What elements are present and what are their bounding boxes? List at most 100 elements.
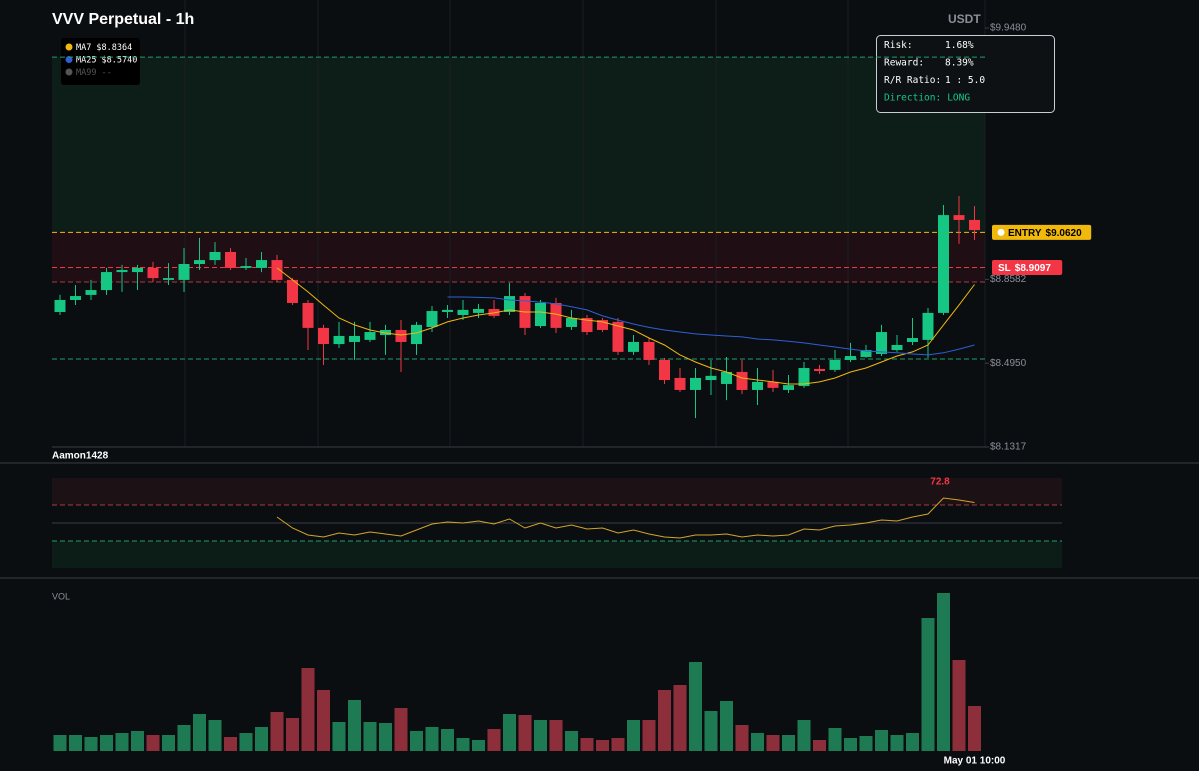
stats-box: [876, 35, 1055, 113]
candle-body: [767, 381, 779, 388]
legend-swatch: [65, 56, 73, 63]
candle-body: [953, 215, 965, 220]
level-label: ENTRY $9.0620: [1008, 228, 1082, 239]
volume-bar: [596, 740, 609, 751]
legend-swatch: [65, 68, 73, 76]
stat-label: Reward:: [884, 57, 924, 68]
volume-bar: [766, 735, 780, 751]
legend-name: MA25: [76, 55, 96, 65]
candle-body: [240, 266, 252, 268]
volume-bar: [69, 735, 82, 751]
volume-bar: [828, 728, 842, 751]
volume-bar: [704, 711, 718, 751]
candle-body: [535, 302, 546, 327]
stat-label: R/R Ratio:: [884, 75, 941, 86]
level-name: ENTRY: [1008, 228, 1042, 239]
candle-body: [566, 317, 577, 327]
candle-body: [302, 302, 314, 328]
volume-bar: [642, 720, 656, 751]
candle-body: [550, 302, 562, 328]
ma-line: [447, 296, 975, 356]
legend-name: MA7: [76, 43, 91, 53]
level-tag: [992, 224, 1092, 240]
volume-bar: [549, 720, 563, 751]
zone: [52, 57, 985, 233]
zone: [52, 232, 985, 282]
candle-body: [287, 279, 298, 303]
volume-bar: [456, 738, 470, 751]
candle-body: [814, 368, 825, 372]
volume-bar: [859, 736, 873, 751]
volume-bar: [813, 740, 826, 751]
watermark: Aamon1428: [52, 451, 109, 462]
volume-bar: [441, 729, 454, 751]
stats: Risk: 1.68% Reward: 8.39% R/R Ratio: 1 : 5.0 D…: [884, 40, 985, 104]
stat: Risk: 1.68%: [884, 40, 974, 51]
volume-bar: [100, 735, 113, 751]
volume-bar: [286, 718, 299, 751]
legend-box: [61, 38, 140, 85]
vol-title: VOL: [52, 591, 70, 601]
candle-body: [845, 356, 856, 360]
candle-body: [318, 327, 329, 345]
volume-bar: [921, 618, 935, 751]
candle-body: [643, 341, 655, 360]
quote: USDT: [948, 12, 981, 26]
volume-bar: [611, 738, 625, 751]
volume-bar: [518, 715, 532, 751]
stat-label: Direction:: [884, 92, 941, 103]
zone: [52, 478, 1062, 505]
volume-bar: [890, 735, 904, 751]
legend-value: $8.5740: [101, 55, 137, 65]
candle-body: [798, 368, 810, 387]
candle-body: [457, 309, 469, 315]
candle-body: [938, 215, 949, 313]
candle-body: [612, 321, 624, 352]
stat: Reward: 8.39%: [884, 57, 974, 68]
ma-line: [276, 267, 975, 385]
level-tag: [992, 260, 1063, 276]
legend-name: MA99: [76, 68, 96, 78]
volume-bar: [379, 723, 392, 751]
candle-body: [690, 377, 701, 390]
rsi-value: 72.8: [930, 477, 950, 488]
candle-body: [860, 350, 872, 357]
candle-body: [922, 312, 934, 340]
level-value: $9.0620: [1046, 228, 1083, 239]
candle-body: [256, 260, 267, 268]
volume-bar: [317, 690, 330, 751]
stat-value: 1 : 5.0: [945, 75, 985, 86]
candle-body: [54, 299, 66, 312]
candle-body: [829, 359, 841, 370]
volume-bar: [534, 720, 547, 751]
volume-bar: [782, 735, 795, 751]
candle-body: [132, 267, 143, 273]
level-value: $8.9097: [1015, 263, 1052, 274]
legend-value: --: [101, 68, 111, 78]
volume-bar: [131, 731, 144, 751]
stat: R/R Ratio: 1 : 5.0: [884, 75, 985, 86]
volume-bar: [162, 735, 175, 751]
volume-bar: [565, 731, 578, 751]
volume-bar: [875, 730, 888, 751]
volume-bar: [580, 738, 594, 751]
volume-bar: [301, 668, 315, 751]
candle-body: [659, 359, 670, 381]
volume-bar: [720, 701, 733, 751]
candle-body: [628, 341, 639, 352]
volume-bar: [844, 738, 857, 751]
candle-body: [194, 260, 205, 264]
volume-bar: [363, 722, 377, 751]
candle-body: [163, 278, 174, 280]
candle-body: [209, 251, 221, 261]
volume-bar: [968, 706, 981, 751]
volume-bar: [503, 714, 516, 751]
y-tick-label: $8.1317: [990, 442, 1027, 453]
candle-body: [876, 332, 887, 354]
candle-body: [426, 311, 438, 327]
candle-body: [395, 329, 407, 342]
x-tick-label: May 01 10:00: [944, 756, 1006, 767]
candle-body: [783, 385, 794, 390]
candle-body: [752, 381, 763, 390]
